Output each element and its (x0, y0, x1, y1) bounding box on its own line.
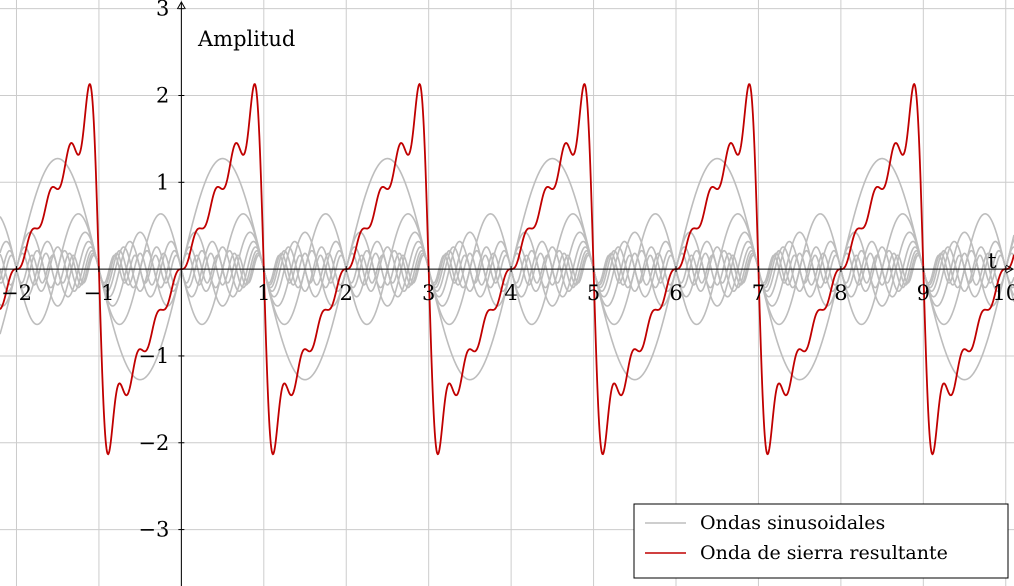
x-tick-label: 1 (257, 281, 270, 305)
x-tick-label: 2 (340, 281, 353, 305)
sawtooth-line (0, 82, 1014, 456)
y-tick-label: 1 (156, 170, 169, 194)
y-axis-label: Amplitud (197, 27, 295, 51)
x-tick-label: 8 (834, 281, 847, 305)
legend-label-sum: Onda de sierra resultante (700, 542, 948, 564)
y-tick-label: −3 (138, 518, 169, 542)
legend: Ondas sinusoidales Onda de sierra result… (633, 503, 1009, 579)
sine-wave-harmonic-8 (0, 254, 1014, 284)
y-axis-arrow (176, 0, 186, 10)
legend-label-components: Ondas sinusoidales (700, 512, 885, 534)
sine-wave-harmonic-5 (0, 246, 1014, 293)
y-tick-label: −2 (138, 431, 169, 455)
x-tick-label: 10 (992, 281, 1014, 305)
x-axis-arrow (1005, 264, 1014, 274)
x-tick-label: 4 (504, 281, 517, 305)
x-tick-label: 7 (752, 281, 765, 305)
y-tick-label: 2 (156, 83, 169, 107)
tick-labels: −2 −1 1 2 3 4 5 6 7 8 9 10 3 2 1 −1 −2 −3 (1, 0, 1014, 542)
x-axis-label: t (988, 249, 997, 273)
x-tick-label: −2 (1, 281, 32, 305)
sine-wave-harmonic-7 (0, 252, 1014, 286)
sawtooth-series (0, 82, 1014, 456)
y-tick-label: 3 (156, 0, 169, 21)
x-tick-label: 5 (587, 281, 600, 305)
sine-wave-series (0, 157, 1014, 381)
y-tick-label: −1 (138, 344, 169, 368)
x-tick-label: −1 (83, 281, 114, 305)
x-tick-label: 9 (917, 281, 930, 305)
x-tick-label: 3 (422, 281, 435, 305)
x-tick-label: 6 (669, 281, 682, 305)
legend-box (633, 503, 1009, 579)
